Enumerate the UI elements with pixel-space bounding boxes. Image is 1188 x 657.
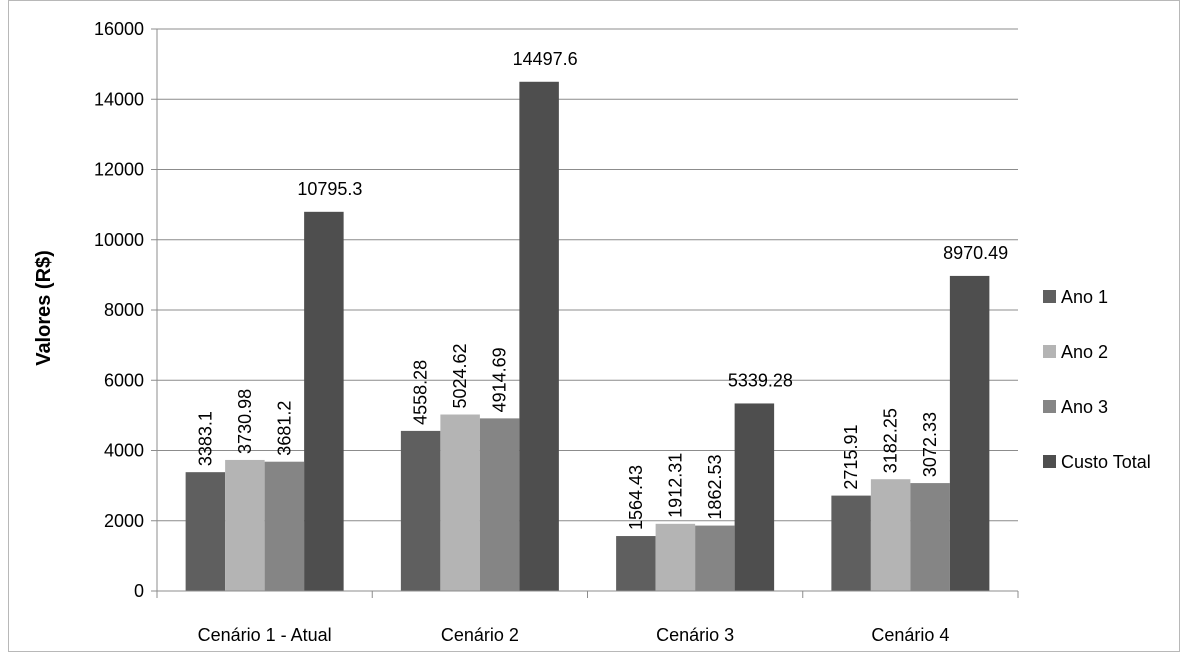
- bar-ano-3: [910, 483, 950, 591]
- legend-swatch: [1043, 455, 1056, 468]
- legend-swatch: [1043, 400, 1056, 413]
- data-label: 1564.43: [626, 465, 646, 530]
- bar-ano-3: [695, 525, 735, 591]
- bar-ano-2: [225, 459, 265, 591]
- legend-swatch: [1043, 345, 1056, 358]
- data-label: 5024.62: [450, 343, 470, 408]
- data-label: 10795.3: [297, 179, 362, 199]
- legend-swatch: [1043, 290, 1056, 303]
- y-tick-label: 2000: [104, 511, 144, 531]
- bar-ano-3: [479, 418, 520, 591]
- x-tick-label: Cenário 3: [656, 625, 734, 645]
- bar-custo-total: [734, 403, 775, 591]
- legend-label: Custo Total: [1061, 452, 1151, 472]
- bar-ano-3: [264, 461, 305, 591]
- data-label: 3072.33: [920, 412, 940, 477]
- y-tick-label: 10000: [94, 230, 144, 250]
- data-label: 3681.2: [274, 401, 294, 456]
- x-tick-label: Cenário 4: [871, 625, 949, 645]
- bars: [185, 81, 990, 592]
- bar-ano-2: [655, 523, 696, 591]
- data-label: 4558.28: [411, 360, 431, 425]
- legend: Ano 1 Ano 2 Ano 3 Custo Total: [1043, 287, 1151, 472]
- y-tick-label: 4000: [104, 441, 144, 461]
- data-label: 3383.1: [195, 411, 215, 466]
- axes: 0 2000 4000 6000 8000 10000 12000 14000 16000 Cen…: [94, 19, 1019, 645]
- legend-label: Ano 1: [1061, 287, 1108, 307]
- bar-custo-total: [304, 211, 344, 591]
- bar-ano-1: [616, 536, 656, 591]
- data-label: 14497.6: [513, 49, 578, 69]
- data-label: 1862.53: [705, 455, 725, 520]
- data-label: 1912.31: [665, 453, 685, 518]
- data-label: 5339.28: [728, 370, 793, 390]
- bar-ano-1: [831, 495, 871, 591]
- bar-custo-total: [949, 275, 990, 591]
- bar-ano-1: [400, 430, 441, 591]
- y-tick-label: 6000: [104, 370, 144, 390]
- data-label: 3182.25: [881, 408, 901, 473]
- legend-label: Ano 3: [1061, 397, 1108, 417]
- data-labels: 3383.1 3730.98 3681.2 10795.3 4558.28 5024.62…: [195, 49, 1008, 530]
- data-label: 2715.91: [841, 425, 861, 490]
- y-tick-label: 12000: [94, 160, 144, 180]
- bar-ano-2: [440, 414, 480, 591]
- y-tick-label: 8000: [104, 300, 144, 320]
- y-tick-label: 0: [134, 581, 144, 601]
- bar-custo-total: [519, 81, 559, 592]
- y-tick-label: 16000: [94, 19, 144, 39]
- y-axis-title: Valores (R$): [33, 250, 55, 366]
- data-label: 8970.49: [943, 243, 1008, 263]
- data-label: 4914.69: [490, 347, 510, 412]
- y-tick-label: 14000: [94, 89, 144, 109]
- bar-ano-1: [185, 472, 226, 591]
- bar-ano-2: [870, 479, 911, 591]
- x-tick-label: Cenário 1 - Atual: [198, 625, 332, 645]
- legend-label: Ano 2: [1061, 342, 1108, 362]
- data-label: 3730.98: [235, 389, 255, 454]
- x-tick-label: Cenário 2: [441, 625, 519, 645]
